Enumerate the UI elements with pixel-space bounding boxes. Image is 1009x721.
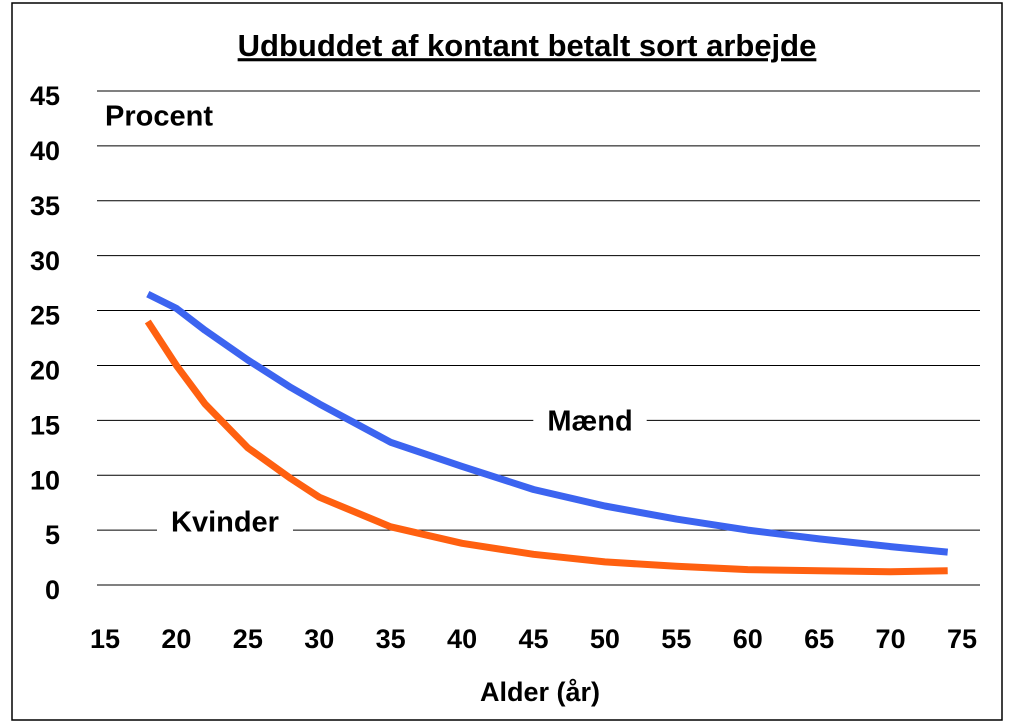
x-tick-label: 30 — [304, 624, 334, 654]
y-tick-label: 5 — [45, 520, 60, 550]
line-series — [144, 319, 948, 576]
y-tick-label: 25 — [30, 301, 60, 331]
annotation-bg — [533, 405, 647, 438]
x-tick-label: 35 — [376, 624, 406, 654]
y-tick-label: 40 — [30, 136, 60, 166]
y-tick-label: 35 — [30, 191, 60, 221]
x-tick-label: 70 — [876, 624, 906, 654]
x-axis-label: Alder (år) — [480, 677, 600, 707]
y-tick-label: 15 — [30, 410, 60, 440]
x-tick-label: 15 — [90, 624, 120, 654]
x-tick-label: 40 — [447, 624, 477, 654]
y-tick-label: 20 — [30, 356, 60, 386]
x-tick-label: 60 — [733, 624, 763, 654]
chart-title: Udbuddet af kontant betalt sort arbejde — [238, 28, 817, 63]
annotation-bg — [91, 100, 228, 133]
annotation: Kvinder — [171, 507, 279, 539]
y-tick-label: 45 — [30, 81, 60, 111]
x-tick-label: 55 — [661, 624, 691, 654]
annotation: Mænd — [547, 406, 632, 438]
y-tick-label: 30 — [30, 246, 60, 276]
y-tick-label: 10 — [30, 465, 60, 495]
y-tick-label: 0 — [45, 575, 60, 605]
line-series — [146, 290, 949, 556]
annotation: Procent — [105, 101, 213, 133]
x-tick-label: 25 — [233, 624, 263, 654]
x-tick-label: 65 — [804, 624, 834, 654]
x-tick-label: 20 — [161, 624, 191, 654]
x-tick-label: 45 — [518, 624, 548, 654]
annotation-bg — [157, 506, 293, 539]
x-tick-label: 75 — [947, 624, 977, 654]
x-tick-label: 50 — [590, 624, 620, 654]
